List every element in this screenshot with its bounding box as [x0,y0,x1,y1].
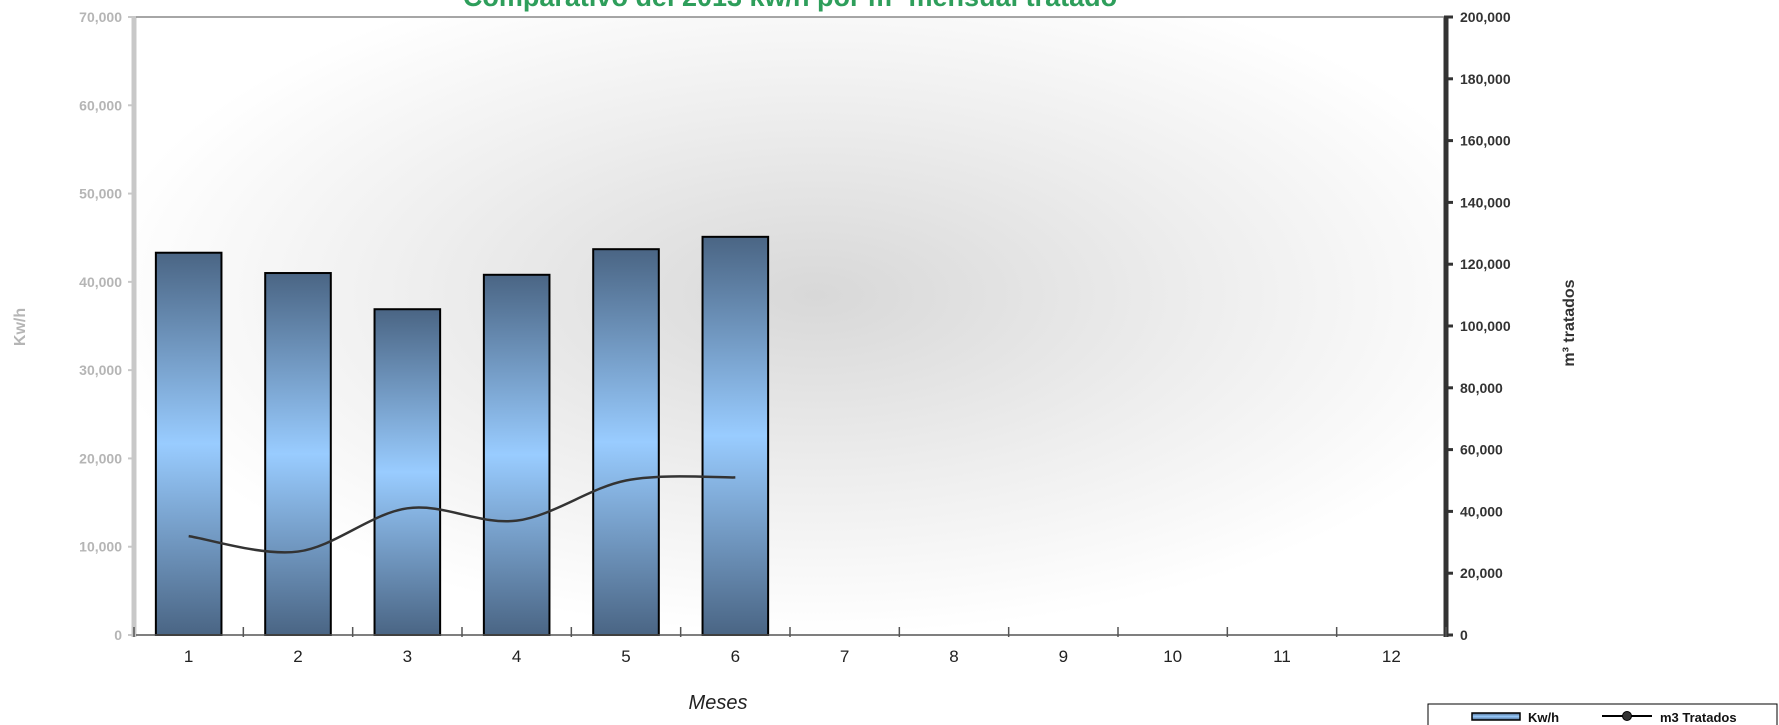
right-tick-label: 120,000 [1460,256,1511,272]
right-tick-label: 180,000 [1460,71,1511,87]
x-tick-label: 9 [1059,647,1068,666]
x-tick-label: 4 [512,647,521,666]
left-tick-label: 0 [114,627,122,643]
right-tick-label: 100,000 [1460,318,1511,334]
right-tick-label: 60,000 [1460,442,1503,458]
right-tick-label: 0 [1460,627,1468,643]
legend-swatch-kwh [1471,712,1521,721]
left-tick-label: 10,000 [79,539,122,555]
x-axis-ticks: 1 2 3 4 5 6 7 8 9 10 11 12 [133,627,1447,666]
right-tick-label: 20,000 [1460,565,1503,581]
x-tick-label: 1 [184,647,193,666]
left-tick-label: 50,000 [79,186,122,202]
x-tick-label: 6 [731,647,740,666]
bar-kwh [701,235,770,636]
left-tick-label: 30,000 [79,362,122,378]
right-tick-label: 200,000 [1460,9,1511,25]
chart-title: Comparativo del 2013 kw/h por m³ mensual… [463,0,1117,12]
bar-kwh [373,308,442,636]
bars-group [154,235,770,636]
legend: Kw/h m3 Tratados [1427,703,1778,725]
x-tick-label: 10 [1163,647,1182,666]
left-tick-label: 60,000 [79,97,122,113]
right-axis-ticks: 0 20,000 40,000 60,000 80,000 100,000 120,000 1… [1444,9,1511,643]
bar-kwh [154,251,223,636]
x-tick-label: 7 [840,647,849,666]
bar-kwh [264,272,332,636]
y-axis-label-left: Kw/h [12,308,29,346]
x-tick-label: 2 [293,647,302,666]
right-tick-label: 160,000 [1460,133,1511,149]
x-tick-label: 11 [1273,647,1291,666]
legend-label-m3-tratados: m3 Tratados [1660,710,1737,725]
plot-area [134,17,1446,635]
x-tick-label: 12 [1382,647,1401,666]
bar-kwh [592,248,660,636]
right-tick-label: 80,000 [1460,380,1503,396]
x-tick-label: 5 [621,647,630,666]
right-tick-label: 140,000 [1460,194,1511,210]
x-tick-label: 8 [949,647,958,666]
legend-marker-m3 [1622,711,1632,721]
legend-label-kwh: Kw/h [1528,710,1559,725]
bar-kwh [482,273,551,636]
left-axis-ticks: 0 10,000 20,000 30,000 40,000 50,000 60,000 70,… [79,9,136,643]
x-tick-label: 3 [403,647,412,666]
right-tick-label: 40,000 [1460,503,1503,519]
y-axis-label-right: m³ tratados [1561,279,1578,366]
left-tick-label: 70,000 [79,9,122,25]
left-tick-label: 40,000 [79,274,122,290]
x-axis-label: Meses [689,692,748,714]
left-tick-label: 20,000 [79,450,122,466]
series-line-m3-tratados [188,475,736,554]
